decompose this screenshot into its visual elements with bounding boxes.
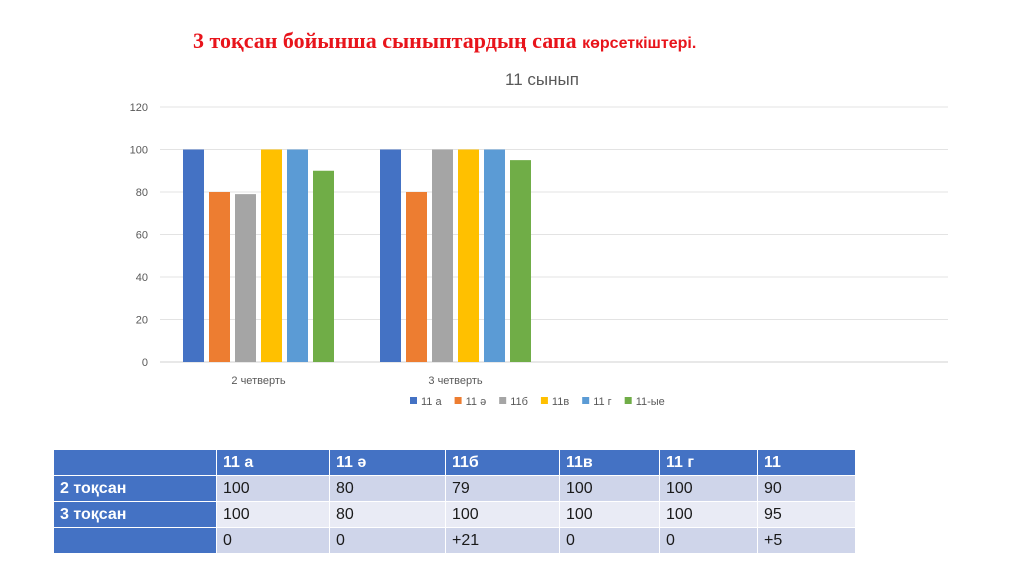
- table-cell: +21: [445, 527, 560, 554]
- bars: [183, 149, 531, 362]
- legend-label: 11в: [552, 396, 569, 408]
- data-table: 11 а 11 ә 11б 11в 11 г 11 2 тоқсан 100 8…: [53, 449, 856, 554]
- slide-title: 3 тоқсан бойынша сыныптардың сапа көрсет…: [193, 28, 696, 54]
- bar-chart: 11 сынып 0 20 40 60 80 100 120 2 четверть 3 чет…: [130, 70, 948, 408]
- table-header-cell: 11в: [559, 449, 660, 476]
- table-header-row: 11 а 11 ә 11б 11в 11 г 11: [53, 449, 856, 476]
- bar: [287, 149, 308, 362]
- bar: [510, 160, 531, 362]
- table-cell: 100: [659, 475, 758, 502]
- legend-swatch: [624, 397, 632, 404]
- table-cell: 100: [216, 501, 330, 528]
- table-row: 3 тоқсан 100 80 100 100 100 95: [53, 501, 856, 528]
- legend: 11 а 11 ә 11б 11в 11 г 11-ые: [410, 396, 665, 408]
- table-cell: 95: [757, 501, 856, 528]
- table-cell: 100: [559, 501, 660, 528]
- table-cell: 79: [445, 475, 560, 502]
- x-axis: 2 четверть 3 четверть: [231, 375, 482, 387]
- y-tick-label: 120: [130, 102, 148, 114]
- table-cell: 100: [216, 475, 330, 502]
- x-category-label: 2 четверть: [231, 375, 285, 387]
- table-cell: 0: [329, 527, 446, 554]
- legend-label: 11б: [510, 396, 528, 408]
- table-header-cell: 11 г: [659, 449, 758, 476]
- legend-label: 11 а: [421, 396, 442, 408]
- table-row: 2 тоқсан 100 80 79 100 100 90: [53, 475, 856, 502]
- slide-title-main: 3 тоқсан бойынша сыныптардың сапа: [193, 28, 583, 53]
- bar: [183, 149, 204, 362]
- table-cell: 0: [659, 527, 758, 554]
- table-cell: 100: [445, 501, 560, 528]
- table-cell: +5: [757, 527, 856, 554]
- y-tick-label: 40: [136, 272, 148, 284]
- table-cell: 90: [757, 475, 856, 502]
- legend-swatch: [540, 397, 548, 404]
- legend-label: 11-ые: [636, 396, 665, 408]
- bar: [432, 149, 453, 362]
- bar: [235, 194, 256, 362]
- table-cell: 0: [216, 527, 330, 554]
- table-header-cell: 11б: [445, 449, 560, 476]
- y-tick-label: 80: [136, 187, 148, 199]
- y-tick-label: 0: [142, 357, 148, 369]
- table-header-cell: 11 ә: [329, 449, 446, 476]
- legend-swatch: [454, 397, 462, 404]
- row-label: 3 тоқсан: [53, 501, 217, 528]
- row-label: 2 тоқсан: [53, 475, 217, 502]
- y-tick-label: 20: [136, 315, 148, 327]
- legend-swatch: [499, 397, 507, 404]
- table-header-corner: [53, 449, 217, 476]
- legend-label: 11 ә: [466, 396, 487, 408]
- y-tick-label: 100: [130, 145, 148, 157]
- bar: [261, 149, 282, 362]
- legend-swatch: [582, 397, 590, 404]
- bar: [209, 192, 230, 362]
- chart-title: 11 сынып: [505, 70, 579, 89]
- table-cell: 100: [559, 475, 660, 502]
- x-category-label: 3 четверть: [428, 375, 482, 387]
- bar: [484, 149, 505, 362]
- table-cell: 0: [559, 527, 660, 554]
- table-cell: 100: [659, 501, 758, 528]
- bar: [380, 149, 401, 362]
- bar: [458, 149, 479, 362]
- table-cell: 80: [329, 475, 446, 502]
- bar: [406, 192, 427, 362]
- y-tick-label: 60: [136, 230, 148, 242]
- bar: [313, 170, 334, 362]
- table-cell: 80: [329, 501, 446, 528]
- table-header-cell: 11: [757, 449, 856, 476]
- table-header-cell: 11 а: [216, 449, 330, 476]
- slide-title-small: көрсеткіштері.: [582, 35, 697, 52]
- table-row: 0 0 +21 0 0 +5: [53, 527, 856, 554]
- legend-label: 11 г: [593, 396, 612, 408]
- legend-swatch: [410, 397, 417, 404]
- y-axis: 0 20 40 60 80 100 120: [130, 102, 148, 369]
- row-label: [53, 527, 217, 554]
